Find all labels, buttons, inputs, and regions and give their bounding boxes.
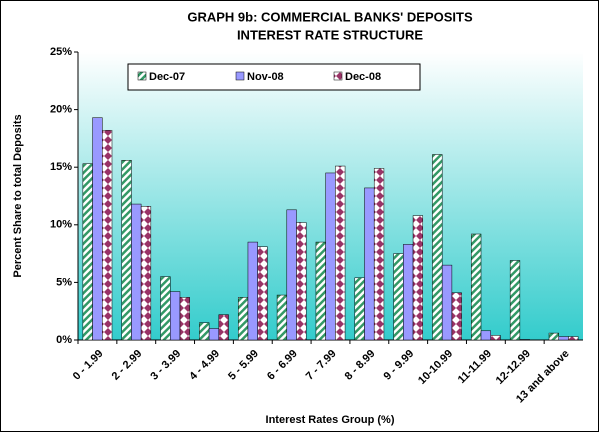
bar: [218, 314, 229, 341]
bar: [179, 297, 190, 341]
bar: [325, 172, 336, 341]
bar: [82, 163, 93, 341]
y-axis-label: Percent Share to total Deposits: [12, 114, 24, 277]
bar: [170, 291, 181, 341]
bar: [92, 117, 103, 341]
legend: [127, 63, 421, 91]
bar: [237, 297, 249, 341]
bar: [121, 160, 132, 341]
legend-label: Dec-07: [149, 71, 185, 83]
bar: [208, 328, 220, 341]
legend-label: Nov-08: [247, 71, 284, 83]
legend-label: Dec-08: [345, 71, 381, 83]
x-axis-label: Interest Rates Group (%): [266, 414, 395, 426]
bar: [393, 253, 404, 341]
bar: [373, 168, 385, 341]
bar: [548, 332, 559, 341]
bar: [558, 336, 569, 341]
bar: [199, 322, 210, 341]
legend-swatch: [235, 71, 245, 81]
bar: [257, 246, 268, 341]
y-tick-label: 0%: [56, 334, 72, 346]
y-tick-label: 5%: [56, 276, 72, 288]
bar: [568, 336, 579, 341]
bar: [354, 277, 365, 341]
y-tick-label: 25%: [50, 46, 72, 58]
chart-title: INTEREST RATE STRUCTURE: [237, 27, 423, 42]
bar: [315, 241, 326, 341]
bar: [480, 330, 491, 341]
bar: [403, 244, 414, 341]
chart-title: GRAPH 9b: COMMERCIAL BANKS' DEPOSITS: [187, 9, 473, 24]
bar: [102, 130, 113, 341]
bar: [471, 233, 482, 341]
y-tick-label: 20%: [50, 104, 72, 116]
bar: [140, 206, 152, 341]
bar: [432, 154, 443, 341]
legend-swatch: [137, 71, 147, 81]
bar: [509, 260, 521, 341]
bar: [364, 187, 375, 341]
bar: [276, 294, 288, 341]
bar: [519, 339, 530, 341]
bar: [412, 215, 424, 341]
bar: [247, 241, 258, 341]
bar: [335, 165, 346, 341]
bar: [131, 203, 142, 341]
legend-swatch: [333, 71, 343, 81]
bar: [296, 222, 307, 341]
bar: [160, 276, 171, 341]
y-tick-label: 10%: [50, 219, 72, 231]
y-tick-label: 15%: [50, 161, 72, 173]
bar: [490, 335, 501, 341]
bar: [441, 264, 453, 341]
bar: [451, 292, 462, 341]
bar: [286, 209, 297, 341]
